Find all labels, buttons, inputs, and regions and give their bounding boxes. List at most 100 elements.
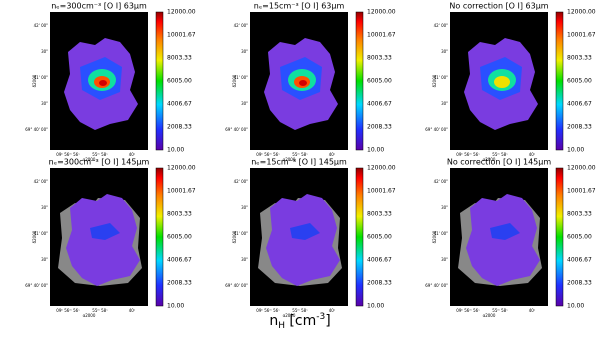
colorbar-tick-label: 2008.33 xyxy=(567,124,592,131)
x-tick-label: 09ʰ 56ᵐ 56ˢ xyxy=(56,152,80,157)
y-axis-label: δ2000 xyxy=(432,230,437,243)
panel-title: No correction [O I] 145µm xyxy=(447,158,552,167)
y-tick-label: 42' 00" xyxy=(434,23,449,28)
x-tick-label: 09ʰ 56ᵐ 56ˢ xyxy=(256,152,280,157)
y-tick-label: 30" xyxy=(441,101,448,106)
colorbar-tick-label: 4006.67 xyxy=(567,101,592,108)
x-tick-label: 55ᵐ 58ˢ xyxy=(92,152,108,157)
x-axis-label: α2000 xyxy=(283,313,296,318)
y-tick-label: 69° 40' 00" xyxy=(225,283,248,288)
y-tick-label: 41' 00" xyxy=(234,75,249,80)
y-tick-label: 42' 00" xyxy=(234,23,249,28)
colorbar-tick-label: 8003.33 xyxy=(367,55,392,62)
x-tick-label: 55ᵐ 58ˢ xyxy=(292,308,308,313)
y-axis-label: δ2000 xyxy=(32,74,37,87)
emission-max xyxy=(99,80,107,86)
y-tick-label: 69° 40' 00" xyxy=(425,283,448,288)
emission-core xyxy=(90,223,120,240)
emission xyxy=(266,194,340,286)
y-tick-label: 30" xyxy=(41,101,48,106)
x-tick-label: 40ˢ xyxy=(529,152,536,157)
colorbar-tick-label: 12000.00 xyxy=(567,165,596,172)
colorbar-tick-label: 2008.33 xyxy=(367,124,392,131)
colorbar-tick-label: 10001.67 xyxy=(567,188,596,195)
emission xyxy=(466,194,540,286)
map-panel: nₑ=300cm⁻³ [O I] 145µm 42' 00" 30" 41' 00" 3… xyxy=(25,158,196,319)
emission-core xyxy=(490,223,520,240)
panel-title: No correction [O I] 63µm xyxy=(449,2,548,11)
colorbar-tick-label: 4006.67 xyxy=(167,257,192,264)
map-panel: nₑ=15cm⁻³ [O I] 63µm 42' 00" 30" 41' 00" 30"… xyxy=(225,2,396,163)
x-tick-label: 09ʰ 56ᵐ 56ˢ xyxy=(456,308,480,313)
colorbar-tick-label: 10001.67 xyxy=(367,188,396,195)
colorbar xyxy=(155,167,164,307)
x-tick-label: 09ʰ 56ᵐ 56ˢ xyxy=(56,308,80,313)
colorbar xyxy=(155,11,164,151)
x-tick-label: 55ᵐ 58ˢ xyxy=(492,152,508,157)
colorbar xyxy=(355,167,364,307)
x-tick-label: 40ˢ xyxy=(129,152,136,157)
colorbar-tick-label: 10001.67 xyxy=(567,32,596,39)
colorbar-tick-label: 10.00 xyxy=(567,303,584,310)
y-tick-label: 30" xyxy=(41,49,48,54)
y-tick-label: 30" xyxy=(241,49,248,54)
colorbar-tick-label: 10.00 xyxy=(367,147,384,154)
map-panel: nₑ=300cm⁻³ [O I] 63µm 42' 00" 30" 41' 00" 30… xyxy=(25,2,196,163)
x-tick-label: 40ˢ xyxy=(329,152,336,157)
y-tick-label: 69° 40' 00" xyxy=(225,127,248,132)
colorbar-tick-label: 6005.00 xyxy=(367,78,392,85)
colorbar-tick-label: 12000.00 xyxy=(167,9,196,16)
colorbar-tick-label: 6005.00 xyxy=(567,78,592,85)
x-tick-label: 09ʰ 56ᵐ 56ˢ xyxy=(256,308,280,313)
y-tick-label: 69° 40' 00" xyxy=(25,283,48,288)
label-unit: [cm xyxy=(285,313,316,329)
y-tick-label: 41' 00" xyxy=(34,75,49,80)
colorbar-tick-label: 10.00 xyxy=(167,147,184,154)
x-tick-label: 40ˢ xyxy=(129,308,136,313)
x-tick-label: 55ᵐ 58ˢ xyxy=(492,308,508,313)
x-tick-label: 09ʰ 56ᵐ 56ˢ xyxy=(456,152,480,157)
map-panel: No correction [O I] 63µm 42' 00" 30" 41' 00… xyxy=(425,2,596,163)
emission-core xyxy=(290,223,320,240)
y-tick-label: 41' 00" xyxy=(434,231,449,236)
label-sup: -3 xyxy=(316,312,325,322)
y-tick-label: 30" xyxy=(441,205,448,210)
y-tick-label: 69° 40' 00" xyxy=(425,127,448,132)
colorbar-tick-label: 10001.67 xyxy=(367,32,396,39)
colorbar-tick-label: 6005.00 xyxy=(367,234,392,241)
emission-peak xyxy=(494,76,510,88)
y-axis-label: δ2000 xyxy=(232,230,237,243)
colorbar-tick-label: 4006.67 xyxy=(367,101,392,108)
x-tick-label: 40ˢ xyxy=(529,308,536,313)
colorbar-tick-label: 8003.33 xyxy=(167,211,192,218)
colorbar-tick-label: 12000.00 xyxy=(167,165,196,172)
y-tick-label: 30" xyxy=(241,205,248,210)
colorbar-label: nH [cm-3] xyxy=(269,312,330,331)
colorbar-tick-label: 10.00 xyxy=(567,147,584,154)
y-tick-label: 30" xyxy=(241,101,248,106)
y-tick-label: 30" xyxy=(241,257,248,262)
y-tick-label: 30" xyxy=(41,257,48,262)
colorbar-tick-label: 6005.00 xyxy=(167,78,192,85)
map-panel: nₑ=15cm⁻³ [O I] 145µm 42' 00" 30" 41' 00" 30… xyxy=(225,158,396,319)
emission xyxy=(66,194,140,286)
colorbar-tick-label: 8003.33 xyxy=(567,211,592,218)
x-tick-label: 55ᵐ 58ˢ xyxy=(292,152,308,157)
colorbar-tick-label: 10.00 xyxy=(167,303,184,310)
panel-title: nₑ=300cm⁻³ [O I] 63µm xyxy=(51,2,147,11)
x-axis-label: α2000 xyxy=(283,157,296,162)
y-axis-label: δ2000 xyxy=(432,74,437,87)
y-tick-label: 42' 00" xyxy=(34,179,49,184)
colorbar-tick-label: 6005.00 xyxy=(167,234,192,241)
y-tick-label: 41' 00" xyxy=(234,231,249,236)
colorbar-tick-label: 10001.67 xyxy=(167,32,196,39)
label-sub: H xyxy=(278,321,285,331)
map-panel: No correction [O I] 145µm 42' 00" 30" 41' 0… xyxy=(425,158,596,319)
colorbar xyxy=(355,11,364,151)
y-tick-label: 69° 40' 00" xyxy=(25,127,48,132)
label-end: ] xyxy=(325,313,330,329)
y-tick-label: 41' 00" xyxy=(434,75,449,80)
x-tick-label: 40ˢ xyxy=(329,308,336,313)
